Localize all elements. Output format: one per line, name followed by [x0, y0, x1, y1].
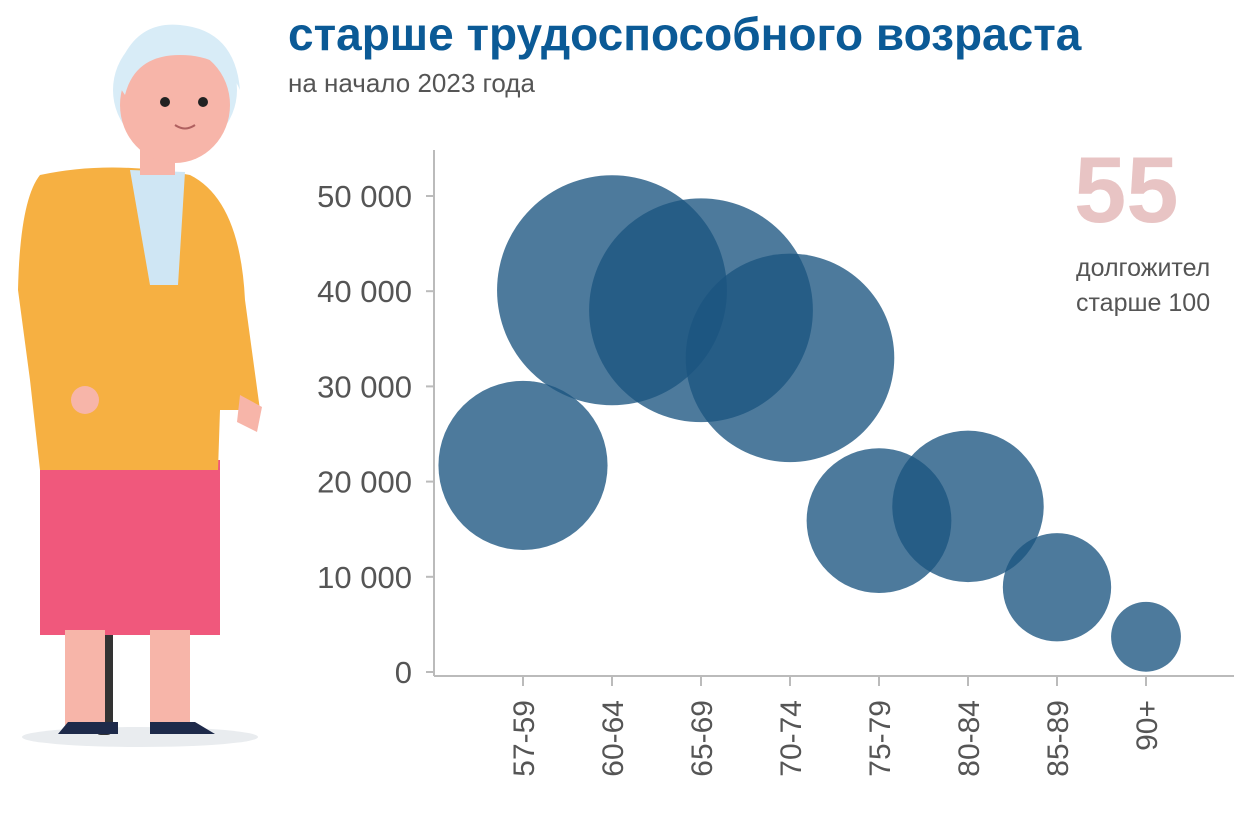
y-tick-label: 40 000 [317, 274, 412, 309]
x-tick-label: 85-89 [1042, 700, 1075, 777]
x-tick-label: 65-69 [686, 700, 719, 777]
chart-title: старше трудоспособного возраста [288, 8, 1082, 60]
bubble [1111, 601, 1181, 672]
callout-text: старше 100 [1076, 289, 1210, 317]
x-tick-label: 75-79 [864, 700, 897, 777]
callout-text: долгожител [1076, 254, 1210, 282]
y-tick-label: 20 000 [317, 465, 412, 500]
y-tick-label: 30 000 [317, 369, 412, 404]
x-tick-label: 60-64 [597, 700, 630, 777]
bubble [892, 430, 1044, 583]
y-tick-label: 50 000 [317, 179, 412, 214]
bubble [685, 253, 895, 463]
x-tick-label: 90+ [1131, 700, 1164, 751]
bubble [438, 380, 608, 550]
illustration [18, 24, 262, 747]
y-tick-label: 0 [395, 655, 412, 690]
callout-value: 55 [1074, 137, 1179, 242]
y-tick-label: 10 000 [317, 560, 412, 595]
x-tick-label: 70-74 [775, 700, 808, 777]
bubble [1002, 533, 1112, 642]
x-tick-label: 57-59 [508, 700, 541, 777]
x-tick-label: 80-84 [953, 700, 986, 777]
chart-subtitle: на начало 2023 года [288, 68, 535, 98]
